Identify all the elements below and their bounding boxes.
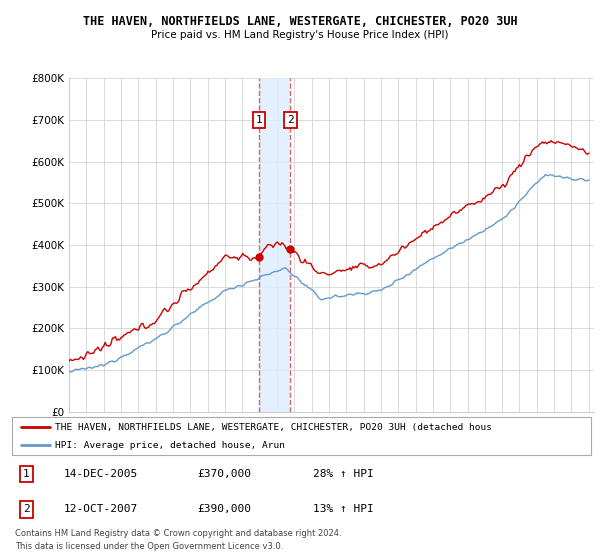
Text: THE HAVEN, NORTHFIELDS LANE, WESTERGATE, CHICHESTER, PO20 3UH (detached hous: THE HAVEN, NORTHFIELDS LANE, WESTERGATE,… [55,423,493,432]
Text: 28% ↑ HPI: 28% ↑ HPI [313,469,374,479]
Text: 12-OCT-2007: 12-OCT-2007 [64,505,139,515]
Text: 2: 2 [23,505,30,515]
Text: 1: 1 [256,115,262,125]
Text: Price paid vs. HM Land Registry's House Price Index (HPI): Price paid vs. HM Land Registry's House … [151,30,449,40]
Text: HPI: Average price, detached house, Arun: HPI: Average price, detached house, Arun [55,441,286,450]
Text: £370,000: £370,000 [197,469,251,479]
Bar [259,78,290,412]
Text: 13% ↑ HPI: 13% ↑ HPI [313,505,374,515]
Text: £390,000: £390,000 [197,505,251,515]
Text: This data is licensed under the Open Government Licence v3.0.: This data is licensed under the Open Gov… [15,542,283,551]
Text: 1: 1 [23,469,30,479]
Text: 2: 2 [287,115,294,125]
Text: THE HAVEN, NORTHFIELDS LANE, WESTERGATE, CHICHESTER, PO20 3UH: THE HAVEN, NORTHFIELDS LANE, WESTERGATE,… [83,15,517,27]
Text: Contains HM Land Registry data © Crown copyright and database right 2024.: Contains HM Land Registry data © Crown c… [15,529,341,538]
Text: 14-DEC-2005: 14-DEC-2005 [64,469,139,479]
